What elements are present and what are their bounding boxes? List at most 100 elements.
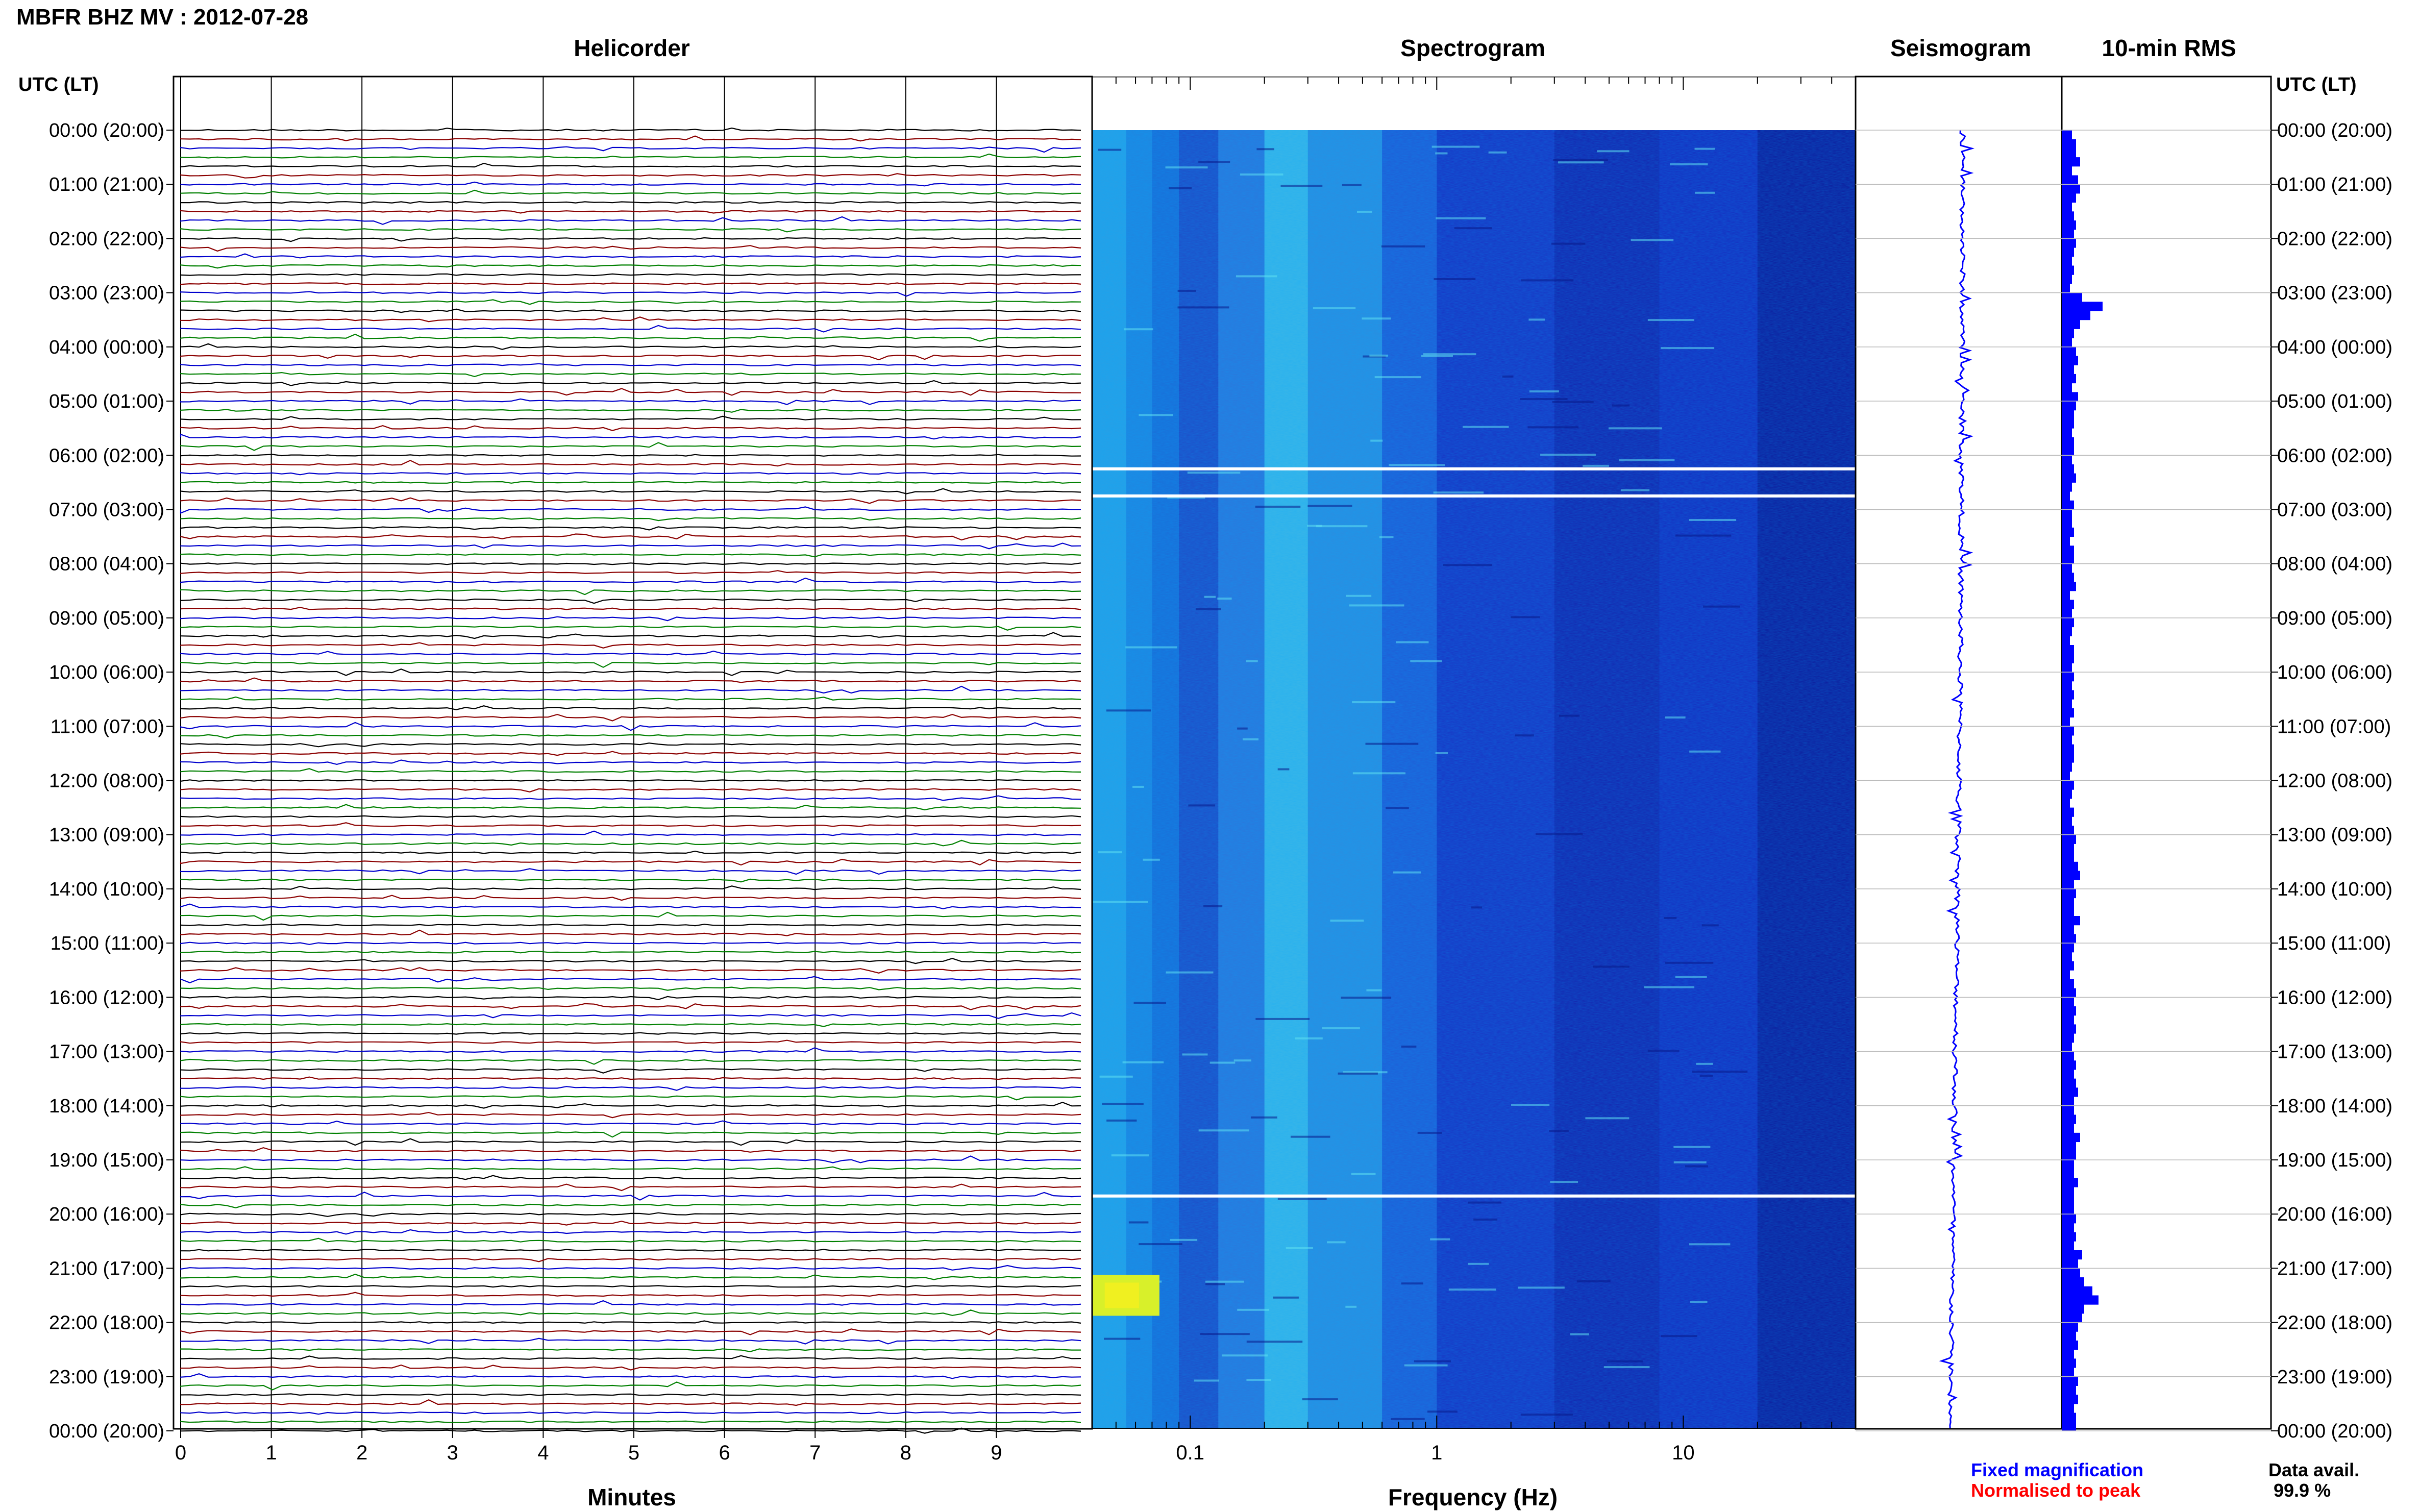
helicorder-trace [180, 1076, 1081, 1080]
helicorder-trace [180, 316, 1081, 323]
time-tick-label-right: 07:00 (03:00) [2277, 499, 2392, 520]
rms-bar [2062, 1087, 2078, 1097]
rms-bar [2062, 753, 2074, 763]
rms-bar [2062, 1105, 2074, 1115]
spectrogram-speck [1665, 961, 1714, 964]
helicorder-trace [180, 941, 1081, 945]
spectrogram-speck [1515, 734, 1534, 737]
spectrogram-speck [1093, 901, 1148, 903]
spectrogram-speck [1122, 1061, 1164, 1063]
helicorder-title: Helicorder [574, 35, 690, 61]
time-tick-label-left: 08:00 (04:00) [49, 554, 164, 575]
time-tick-label-right: 23:00 (19:00) [2277, 1367, 2392, 1388]
rms-bar [2062, 1385, 2076, 1395]
helicorder-trace [180, 1102, 1081, 1109]
minute-tick-label: 0 [175, 1442, 186, 1464]
helicorder-trace [180, 1229, 1081, 1235]
helicorder-trace [180, 632, 1081, 639]
rms-bar [2062, 346, 2076, 357]
spectrogram-speck [1188, 804, 1216, 807]
rms-bar [2062, 609, 2072, 618]
helicorder-trace [180, 976, 1081, 983]
minute-axis-ticks: 0 1 2 3 4 5 6 7 8 9 [175, 1429, 1002, 1464]
helicorder-trace [180, 815, 1081, 818]
spectrogram-speck [1106, 709, 1151, 712]
spectrogram-speck [1343, 1071, 1388, 1074]
helicorder-trace [180, 201, 1081, 204]
rms-bar [2062, 1178, 2078, 1187]
rms-bar [2062, 283, 2070, 293]
rms-bar [2062, 1304, 2084, 1314]
helicorder-trace [180, 1393, 1081, 1396]
spectrogram-speck [1431, 145, 1480, 148]
time-tick-label-left: 09:00 (05:00) [49, 608, 164, 629]
spectrogram-speck [1273, 1296, 1299, 1299]
helicorder-trace [180, 734, 1081, 739]
helicorder-trace [180, 153, 1081, 159]
rms-bar [2062, 356, 2078, 365]
time-tick-label-right: 17:00 (13:00) [2277, 1042, 2392, 1063]
spectrogram-speck [1342, 184, 1362, 186]
rms-bar [2062, 807, 2074, 817]
helicorder-trace [180, 642, 1081, 649]
spectrogram-speck [1277, 768, 1290, 771]
helicorder-trace [180, 625, 1081, 631]
spectrogram-gap [1092, 1194, 1856, 1198]
spectrogram-speck [1448, 1288, 1496, 1291]
rms-bar [2062, 1151, 2076, 1160]
spectrogram-speck [1463, 426, 1509, 428]
rms-bar [2062, 1142, 2076, 1151]
spectrogram-gap [1092, 494, 1856, 498]
spectrogram-speck [1280, 185, 1323, 187]
spectrogram-speck [1647, 319, 1694, 321]
spectrogram-speck [1168, 187, 1192, 189]
rms-bar [2062, 627, 2072, 636]
spectrogram-speck [1631, 239, 1674, 241]
helicorder-trace [180, 343, 1081, 350]
data-availability-label: Data avail. [2268, 1459, 2359, 1480]
spectrogram-speck [1370, 439, 1383, 442]
helicorder-trace [180, 1355, 1081, 1360]
rms-bar [2062, 771, 2070, 781]
rms-bar [2062, 455, 2072, 465]
helicorder-trace [180, 253, 1081, 259]
helicorder-trace [180, 409, 1081, 413]
spectrogram-speck [1661, 347, 1715, 350]
time-tick-label-right: 03:00 (23:00) [2277, 283, 2392, 304]
rms-bar [2062, 582, 2076, 591]
rms-bar [2062, 1358, 2076, 1368]
rms-bar [2062, 1159, 2074, 1170]
helicorder-trace [180, 472, 1081, 476]
helicorder-trace [180, 650, 1081, 656]
rms-bar [2062, 1250, 2082, 1260]
spectrogram-speck [1473, 1218, 1498, 1221]
helicorder-trace [180, 1285, 1081, 1288]
rms-bar [2062, 988, 2076, 998]
time-tick-label-right: 00:00 (20:00) [2277, 1421, 2392, 1442]
spectrogram-speck [1620, 489, 1650, 491]
spectrogram-speck [1290, 1135, 1330, 1138]
helicorder-trace [180, 562, 1081, 565]
rms-bar [2062, 482, 2072, 492]
rms-bar [2062, 247, 2074, 257]
spectrogram-speck [1518, 1286, 1565, 1289]
rms-bar [2062, 861, 2078, 872]
spectrogram-speck [1102, 1102, 1144, 1105]
rms-bar [2062, 1403, 2074, 1414]
rms-bar [2062, 1277, 2084, 1287]
minute-tick-label: 9 [991, 1442, 1002, 1464]
helicorder-trace [180, 1003, 1081, 1010]
rms-bar [2062, 518, 2072, 528]
helicorder-trace [180, 1047, 1081, 1053]
rms-bar [2062, 853, 2074, 862]
rms-frame [2061, 76, 2272, 1430]
minute-tick-label: 8 [900, 1442, 911, 1464]
helicorder-trace [180, 1095, 1081, 1101]
rms-bar [2062, 175, 2078, 185]
spectrogram-speck [1576, 1280, 1611, 1282]
time-tick-label-right: 14:00 (10:00) [2277, 879, 2392, 900]
spectrogram-speck [1167, 497, 1205, 499]
spectrogram-speck [1585, 1117, 1630, 1120]
helicorder-trace [180, 1023, 1081, 1027]
helicorder-trace [180, 245, 1081, 252]
